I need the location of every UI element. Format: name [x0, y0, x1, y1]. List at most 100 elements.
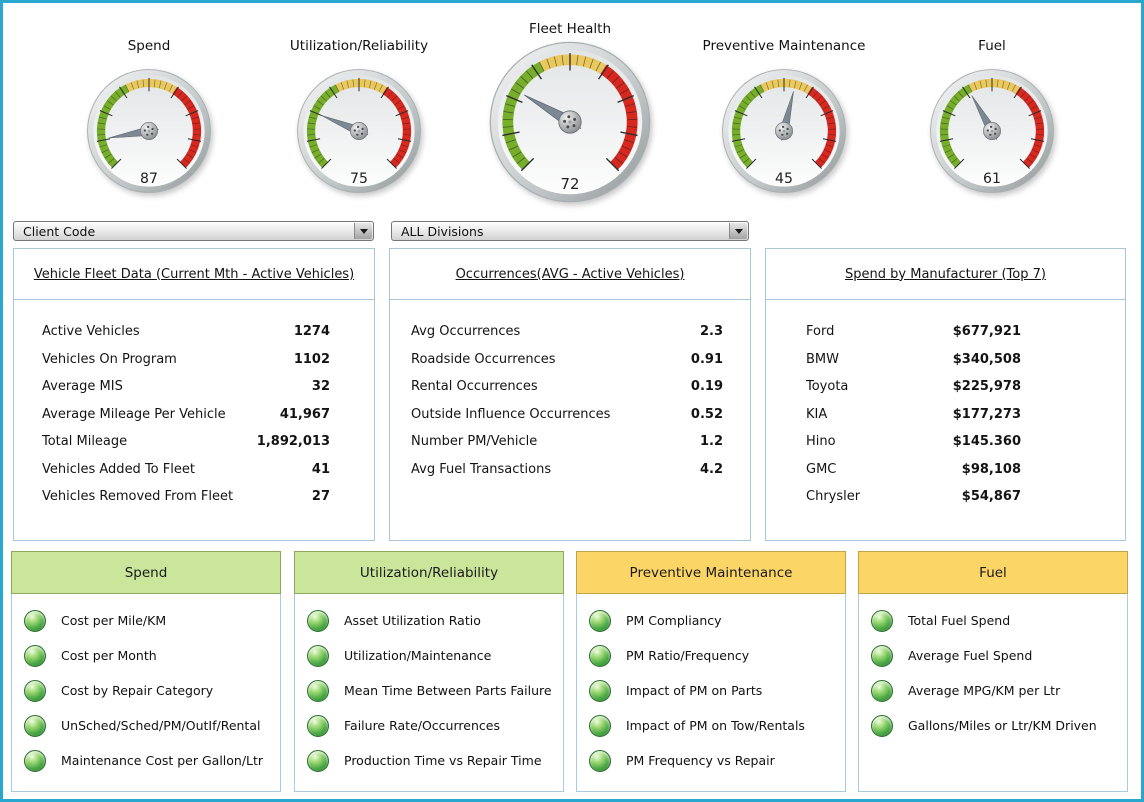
spend-by-manufacturer-panel: Spend by Manufacturer (Top 7) Ford $677,9… [765, 248, 1126, 541]
kpi-item-label: Utilization/Maintenance [344, 648, 492, 663]
kpi-item[interactable]: Asset Utilization Ratio [307, 603, 557, 638]
panel-title: Occurrences(AVG - Active Vehicles) [455, 266, 685, 282]
status-led-icon [871, 679, 893, 702]
table-row: Average Mileage Per Vehicle 41,967 [14, 401, 374, 429]
kpi-item[interactable]: Total Fuel Spend [871, 603, 1121, 638]
gauge-value: 72 [560, 175, 579, 193]
row-label: Vehicles Removed From Fleet [42, 489, 234, 505]
kpi-item-label: Production Time vs Repair Time [344, 753, 542, 768]
kpi-item-label: Cost per Mile/KM [61, 613, 167, 628]
status-led-icon [871, 609, 893, 632]
row-value: $340,508 [952, 351, 1021, 367]
kpi-item[interactable]: Mean Time Between Parts Failure [307, 673, 557, 708]
table-row: Toyota $225,978 [766, 373, 1125, 401]
table-row: Vehicles Added To Fleet 41 [14, 456, 374, 484]
dropdown-button[interactable] [354, 223, 372, 239]
kpi-item-label: UnSched/Sched/PM/OutIf/Rental [61, 718, 261, 733]
chevron-down-icon [734, 229, 743, 238]
kpi-section-utilization-reliability: Utilization/Reliability Asset Utilization… [294, 551, 564, 792]
kpi-item-label: Impact of PM on Parts [626, 683, 763, 698]
client-code-dropdown[interactable]: Client Code [13, 221, 374, 241]
kpi-item[interactable]: Gallons/Miles or Ltr/KM Driven [871, 708, 1121, 743]
status-led-icon [24, 749, 46, 772]
kpi-item[interactable]: Average Fuel Spend [871, 638, 1121, 673]
row-label: Number PM/Vehicle [411, 434, 538, 450]
row-label: Roadside Occurrences [411, 351, 556, 367]
row-value: 32 [311, 379, 330, 395]
row-value: $98,108 [961, 461, 1021, 477]
status-led-icon [307, 714, 329, 737]
status-led-icon [589, 714, 611, 737]
row-label: GMC [806, 461, 837, 477]
row-value: $225,978 [952, 379, 1021, 395]
kpi-item[interactable]: PM Frequency vs Repair [589, 743, 839, 778]
gauge-utilization-reliability: 75 [295, 67, 423, 195]
row-value: 27 [311, 489, 330, 505]
kpi-section-fuel: Fuel Total Fuel Spend Average Fuel Spend Av… [858, 551, 1128, 792]
kpi-section-preventive-maintenance: Preventive Maintenance PM Compliancy PM Ra… [576, 551, 846, 792]
table-row: Vehicles On Program 1102 [14, 346, 374, 374]
table-row: Ford $677,921 [766, 318, 1125, 346]
kpi-item[interactable]: Failure Rate/Occurrences [307, 708, 557, 743]
kpi-item[interactable]: Impact of PM on Parts [589, 673, 839, 708]
kpi-item-list: PM Compliancy PM Ratio/Frequency Impact of… [577, 594, 845, 778]
kpi-section-header: Preventive Maintenance [576, 551, 846, 594]
row-label: Vehicles On Program [42, 351, 177, 367]
panel-title: Vehicle Fleet Data (Current Mth - Active… [33, 266, 355, 282]
row-value: 0.19 [690, 379, 723, 395]
kpi-item-label: Total Fuel Spend [908, 613, 1011, 628]
kpi-item[interactable]: Production Time vs Repair Time [307, 743, 557, 778]
row-label: BMW [806, 351, 839, 367]
row-label: Ford [806, 324, 835, 340]
row-label: Hino [806, 434, 836, 450]
table-row: Avg Fuel Transactions 4.2 [390, 456, 750, 484]
kpi-item-label: Failure Rate/Occurrences [344, 718, 500, 733]
gauge-value: 87 [140, 171, 158, 187]
row-label: Avg Fuel Transactions [411, 461, 552, 477]
kpi-item-list: Total Fuel Spend Average Fuel Spend Averag… [859, 594, 1127, 743]
kpi-item[interactable]: PM Compliancy [589, 603, 839, 638]
status-led-icon [589, 609, 611, 632]
kpi-item[interactable]: Cost by Repair Category [24, 673, 274, 708]
kpi-item-label: Mean Time Between Parts Failure [344, 683, 552, 698]
table-row: KIA $177,273 [766, 401, 1125, 429]
status-led-icon [589, 644, 611, 667]
gauge-dial-icon: 72 [489, 41, 651, 203]
dropdown-button[interactable] [729, 223, 747, 239]
gauge-fleet-health: 72 [487, 39, 653, 205]
status-led-icon [871, 714, 893, 737]
panel-header: Occurrences(AVG - Active Vehicles) [390, 249, 750, 300]
kpi-item-label: PM Frequency vs Repair [626, 753, 775, 768]
kpi-item[interactable]: Impact of PM on Tow/Rentals [589, 708, 839, 743]
row-value: 1.2 [699, 434, 723, 450]
table-row: Avg Occurrences 2.3 [390, 318, 750, 346]
kpi-item-label: Average MPG/KM per Ltr [908, 683, 1061, 698]
row-value: 1,892,013 [256, 434, 330, 450]
kpi-item[interactable]: Cost per Month [24, 638, 274, 673]
gauge-dial-icon: 61 [930, 69, 1054, 193]
status-led-icon [589, 749, 611, 772]
kpi-item[interactable]: Maintenance Cost per Gallon/Ltr [24, 743, 274, 778]
kpi-item-list: Asset Utilization Ratio Utilization/Maint… [295, 594, 563, 778]
row-value: $54,867 [961, 489, 1021, 505]
gauge-dial-icon: 75 [297, 69, 421, 193]
table-row: BMW $340,508 [766, 346, 1125, 374]
status-led-icon [307, 749, 329, 772]
kpi-item-label: Maintenance Cost per Gallon/Ltr [61, 753, 264, 768]
kpi-item[interactable]: Cost per Mile/KM [24, 603, 274, 638]
kpi-item[interactable]: UnSched/Sched/PM/OutIf/Rental [24, 708, 274, 743]
divisions-dropdown[interactable]: ALL Divisions [391, 221, 749, 241]
gauge-title: Utilization/Reliability [289, 38, 429, 54]
row-label: Outside Influence Occurrences [411, 406, 611, 422]
table-row: Total Mileage 1,892,013 [14, 428, 374, 456]
vehicle-fleet-data-panel: Vehicle Fleet Data (Current Mth - Active… [13, 248, 375, 541]
kpi-item[interactable]: Average MPG/KM per Ltr [871, 673, 1121, 708]
kpi-section-spend: Spend Cost per Mile/KM Cost per Month Cost … [11, 551, 281, 792]
occurrences-panel: Occurrences(AVG - Active Vehicles) Avg O… [389, 248, 751, 541]
kpi-item-label: PM Compliancy [626, 613, 722, 628]
kpi-item[interactable]: Utilization/Maintenance [307, 638, 557, 673]
gauge-value: 75 [350, 171, 368, 187]
kpi-item[interactable]: PM Ratio/Frequency [589, 638, 839, 673]
gauge-spend: 87 [85, 67, 213, 195]
